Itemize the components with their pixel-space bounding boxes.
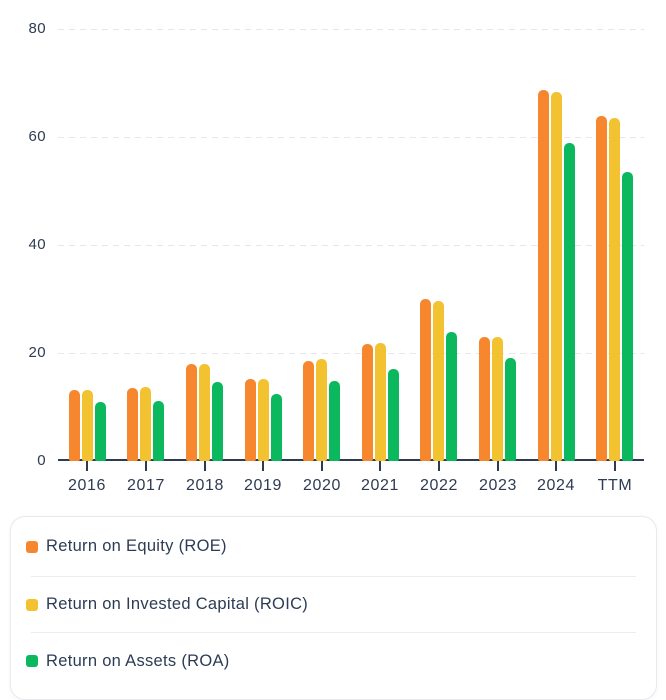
- bar-roa-2021[interactable]: [388, 369, 399, 461]
- x-axis-category-label: 2024: [537, 477, 575, 494]
- x-axis-category-label: 2023: [479, 477, 517, 494]
- bar-roa-2024[interactable]: [564, 143, 575, 461]
- bar-roic-2021[interactable]: [375, 343, 386, 461]
- legend-label: Return on Assets (ROA): [46, 651, 230, 670]
- bar-group-2016: [69, 29, 106, 461]
- x-axis-category-label: 2020: [303, 477, 341, 494]
- x-axis-tick: [262, 461, 264, 471]
- y-axis-tick-label: 20: [28, 344, 46, 361]
- bar-roa-ttm[interactable]: [622, 172, 633, 461]
- bar-roic-2018[interactable]: [199, 364, 210, 461]
- y-axis-tick-label: 40: [28, 236, 46, 253]
- gridline: [58, 353, 644, 354]
- bar-roa-2022[interactable]: [446, 332, 457, 461]
- bar-roic-2016[interactable]: [82, 390, 93, 461]
- returns-bar-chart: 0 20 40 60 80 2016 2017 2018 2019 2020 2021 2022 202…: [28, 20, 644, 494]
- y-axis-tick-label: 80: [28, 20, 46, 37]
- x-axis-line: [58, 459, 644, 461]
- x-axis-tick: [86, 461, 88, 471]
- y-axis-tick-label: 0: [37, 452, 46, 469]
- legend-card: Return on Equity (ROE) Return on Invested…: [10, 516, 657, 700]
- gridline: [58, 29, 644, 30]
- legend-item-roe[interactable]: Return on Equity (ROE): [11, 517, 656, 576]
- roa-color-swatch-icon: [26, 655, 38, 667]
- x-axis-category-label: 2019: [244, 477, 282, 494]
- legend-label: Return on Equity (ROE): [46, 537, 227, 555]
- bar-roa-2019[interactable]: [271, 394, 282, 461]
- legend-divider: [31, 632, 636, 633]
- x-axis-category-label: 2016: [68, 477, 106, 494]
- legend-label: Return on Invested Capital (ROIC): [46, 595, 309, 613]
- bar-group-2023: [479, 29, 516, 461]
- bar-roe-2018[interactable]: [186, 364, 197, 461]
- x-axis-category-label: TTM: [597, 477, 633, 494]
- bar-roic-2023[interactable]: [492, 337, 503, 461]
- x-axis-category-label: 2022: [420, 477, 458, 494]
- bar-roic-ttm[interactable]: [609, 118, 620, 461]
- bar-group-2018: [186, 29, 223, 461]
- x-axis-tick: [204, 461, 206, 471]
- bar-roic-2022[interactable]: [433, 301, 444, 461]
- x-axis-category-label: 2017: [127, 477, 165, 494]
- y-axis-tick-label: 60: [28, 128, 46, 145]
- x-axis-tick: [145, 461, 147, 471]
- x-axis-tick: [379, 461, 381, 471]
- legend-divider: [31, 576, 636, 577]
- bar-roe-2023[interactable]: [479, 337, 490, 461]
- x-axis-tick: [321, 461, 323, 471]
- gridline: [58, 245, 644, 246]
- x-axis-tick: [614, 461, 616, 471]
- bar-roe-2021[interactable]: [362, 344, 373, 461]
- x-axis-tick: [497, 461, 499, 471]
- bar-roic-2017[interactable]: [140, 387, 151, 461]
- bar-roe-2022[interactable]: [420, 299, 431, 461]
- bar-roe-2020[interactable]: [303, 361, 314, 461]
- bar-roe-2024[interactable]: [538, 90, 549, 461]
- bar-roa-2020[interactable]: [329, 381, 340, 461]
- bar-group-2020: [303, 29, 340, 461]
- bar-roe-2016[interactable]: [69, 390, 80, 461]
- legend-item-roa[interactable]: Return on Assets (ROA): [11, 633, 656, 689]
- x-axis-category-label: 2021: [361, 477, 399, 494]
- bar-group-2017: [127, 29, 164, 461]
- bar-group-2022: [420, 29, 457, 461]
- bar-group-2024: [538, 29, 575, 461]
- bar-group-2019: [245, 29, 282, 461]
- roe-color-swatch-icon: [26, 540, 38, 553]
- x-axis-tick: [438, 461, 440, 471]
- bar-group-2021: [362, 29, 399, 461]
- bar-group-ttm: [596, 29, 633, 461]
- roic-color-swatch-icon: [26, 598, 38, 611]
- bar-roa-2017[interactable]: [153, 401, 164, 461]
- legend-item-roic[interactable]: Return on Invested Capital (ROIC): [11, 577, 656, 632]
- bar-roa-2016[interactable]: [95, 402, 106, 461]
- bar-roe-2019[interactable]: [245, 379, 256, 461]
- bar-roic-2019[interactable]: [258, 379, 269, 461]
- x-axis-category-label: 2018: [186, 477, 224, 494]
- gridline: [58, 137, 644, 138]
- bar-roe-2017[interactable]: [127, 388, 138, 461]
- bar-roic-2024[interactable]: [551, 92, 562, 461]
- bar-roa-2018[interactable]: [212, 382, 223, 461]
- bar-roic-2020[interactable]: [316, 359, 327, 461]
- bar-roa-2023[interactable]: [505, 358, 516, 461]
- bar-roe-ttm[interactable]: [596, 116, 607, 461]
- x-axis-tick: [555, 461, 557, 471]
